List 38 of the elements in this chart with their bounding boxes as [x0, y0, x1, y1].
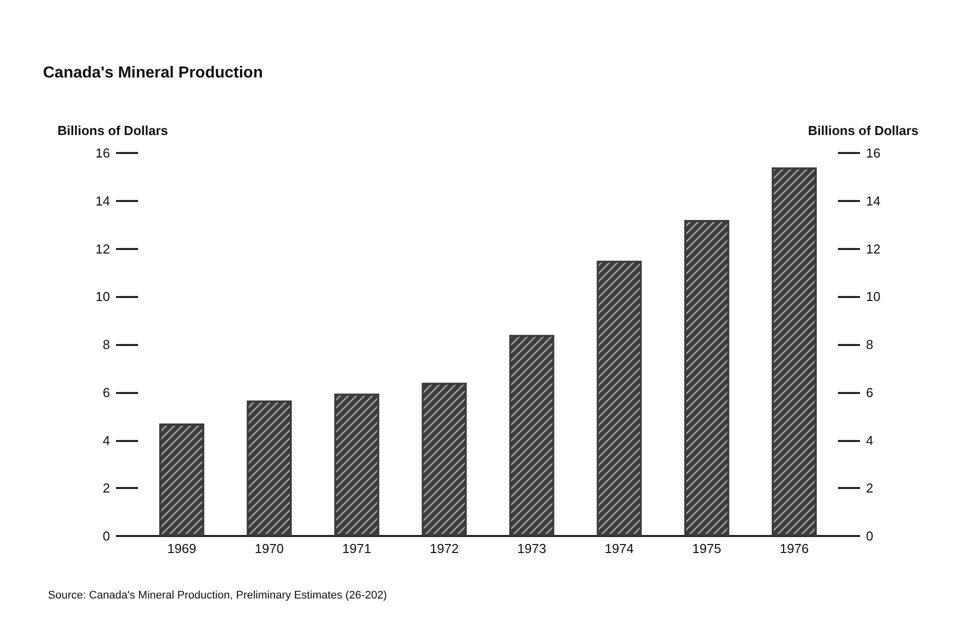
bar [684, 220, 730, 536]
bar [596, 260, 642, 536]
bar [422, 382, 467, 536]
y2-tick-label: 6 [866, 384, 874, 400]
x-tick-label: 1973 [517, 541, 546, 556]
source-note: Source: Canada's Mineral Production, Preliminary Estimates (26-202) [48, 590, 387, 602]
y2-tick-label: 0 [866, 528, 874, 544]
bar [509, 334, 554, 536]
y-tick-label: 8 [102, 337, 110, 352]
bar [334, 394, 380, 536]
bar [772, 167, 817, 536]
y-tick-label: 0 [102, 528, 110, 544]
x-tick-label: 1974 [604, 541, 634, 556]
y2-tick-label: 10 [866, 289, 880, 304]
x-tick-label: 1969 [167, 541, 196, 556]
x-tick-label: 1976 [780, 541, 809, 556]
y2-tick-label: 8 [866, 337, 874, 352]
y-tick-label: 10 [96, 289, 110, 304]
x-tick-label: 1970 [254, 541, 284, 556]
x-tick-label: 1975 [692, 541, 722, 556]
chart-title: Canada's Mineral Production [43, 64, 263, 82]
y2-tick-label: 12 [866, 241, 880, 256]
y-tick-label: 4 [102, 432, 110, 448]
y2-tick-label: 2 [866, 480, 874, 496]
y-axis-title: Billions of Dollars [57, 123, 168, 138]
y-tick-label: 12 [96, 241, 110, 256]
y-tick-label: 16 [96, 146, 110, 160]
y2-axis-title: Billions of Dollars [808, 123, 919, 138]
y-tick-label: 6 [102, 384, 110, 400]
x-tick-label: 1972 [430, 541, 459, 556]
bar [246, 400, 292, 536]
y2-tick-label: 4 [866, 432, 874, 448]
x-tick-label: 1971 [342, 541, 372, 556]
y2-tick-label: 14 [866, 193, 880, 208]
bar [159, 423, 204, 536]
y-tick-label: 14 [96, 193, 110, 208]
y-tick-label: 2 [102, 480, 110, 496]
y2-tick-label: 16 [866, 146, 880, 160]
